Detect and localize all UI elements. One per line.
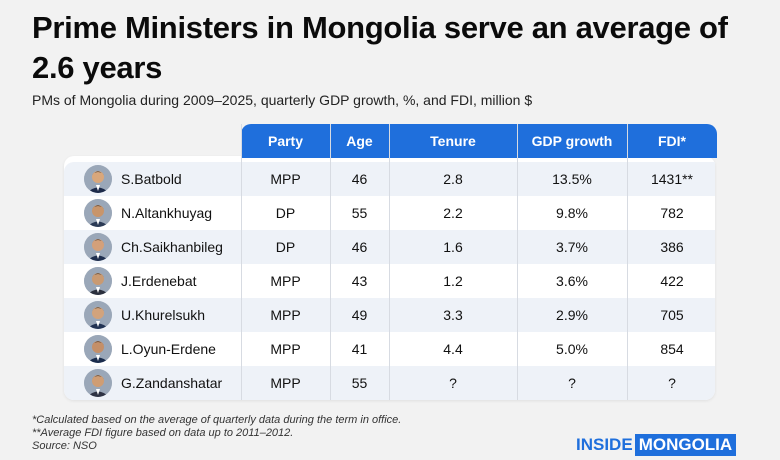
cell-age: 46 [351, 171, 368, 187]
cell-tenure: 2.8 [443, 171, 463, 187]
cell-party: DP [275, 239, 296, 255]
footnote-2: **Average FDI figure based on data up to… [32, 427, 294, 439]
cell-party: DP [275, 205, 296, 221]
avatar [84, 233, 112, 261]
cell-gdp-growth: 3.7% [556, 239, 588, 255]
cell-party: MPP [270, 341, 301, 357]
pm-name: L.Oyun-Erdene [121, 341, 216, 357]
header-tenure: Tenure [430, 133, 476, 149]
pm-name: J.Erdenebat [121, 273, 197, 289]
cell-age: 55 [351, 205, 368, 221]
table-row: L.Oyun-Erdene MPP 41 4.4 5.0% 854 [64, 332, 715, 366]
cell-gdp-growth: 13.5% [552, 171, 592, 187]
cell-tenure: 4.4 [443, 341, 463, 357]
column-divider [517, 124, 518, 400]
subtitle: PMs of Mongolia during 2009–2025, quarte… [32, 92, 533, 108]
footnote-1: *Calculated based on the average of quar… [32, 414, 402, 426]
cell-gdp-growth: 3.6% [556, 273, 588, 289]
cell-party: MPP [270, 307, 301, 323]
cell-gdp-growth: 2.9% [556, 307, 588, 323]
cell-fdi: 1431** [650, 171, 694, 187]
cell-tenure: 3.3 [443, 307, 463, 323]
avatar [84, 369, 112, 397]
cell-party: MPP [270, 171, 301, 187]
cell-age: 43 [351, 273, 368, 289]
avatar [84, 165, 112, 193]
cell-fdi: 782 [660, 205, 684, 221]
pm-name: U.Khurelsukh [121, 307, 206, 323]
cell-party: MPP [270, 375, 301, 391]
page-title: Prime Ministers in Mongolia serve an ave… [32, 10, 728, 85]
cell-tenure: 1.6 [443, 239, 463, 255]
column-divider [627, 124, 628, 400]
header-gdp-growth: GDP growth [531, 133, 613, 149]
cell-tenure: 1.2 [443, 273, 463, 289]
cell-fdi: 386 [660, 239, 684, 255]
cell-tenure: ? [449, 375, 457, 391]
avatar [84, 335, 112, 363]
cell-gdp-growth: 9.8% [556, 205, 588, 221]
column-divider [241, 124, 242, 400]
pm-name: Ch.Saikhanbileg [121, 239, 223, 255]
logo-part-inside: INSIDE [576, 435, 633, 454]
avatar [84, 199, 112, 227]
cell-fdi: 705 [660, 307, 684, 323]
source-note: Source: NSO [32, 440, 97, 452]
cell-fdi: 422 [660, 273, 684, 289]
avatar [84, 267, 112, 295]
header-party: Party [267, 133, 304, 149]
inside-mongolia-logo: INSIDE MONGOLIA [576, 434, 737, 456]
pm-name: N.Altankhuyag [121, 205, 213, 221]
column-divider [330, 124, 331, 400]
column-divider [389, 124, 390, 400]
logo-part-mongolia: MONGOLIA [634, 434, 737, 456]
header-fdi: FDI* [658, 133, 686, 149]
cell-age: 41 [351, 341, 368, 357]
cell-tenure: 2.2 [443, 205, 463, 221]
cell-age: 49 [351, 307, 368, 323]
cell-gdp-growth: ? [568, 375, 576, 391]
header-age: Age [346, 133, 373, 149]
pm-name: S.Batbold [121, 171, 182, 187]
cell-fdi: 854 [660, 341, 684, 357]
cell-age: 55 [351, 375, 368, 391]
cell-party: MPP [270, 273, 301, 289]
pm-name: G.Zandanshatar [121, 375, 223, 391]
table-header: Party Age Tenure GDP growth FDI* [241, 124, 717, 158]
table-row: N.Altankhuyag DP 55 2.2 9.8% 782 [64, 196, 715, 230]
cell-age: 46 [351, 239, 368, 255]
cell-gdp-growth: 5.0% [556, 341, 588, 357]
avatar [84, 301, 112, 329]
table-row: J.Erdenebat MPP 43 1.2 3.6% 422 [64, 264, 715, 298]
cell-fdi: ? [668, 375, 676, 391]
